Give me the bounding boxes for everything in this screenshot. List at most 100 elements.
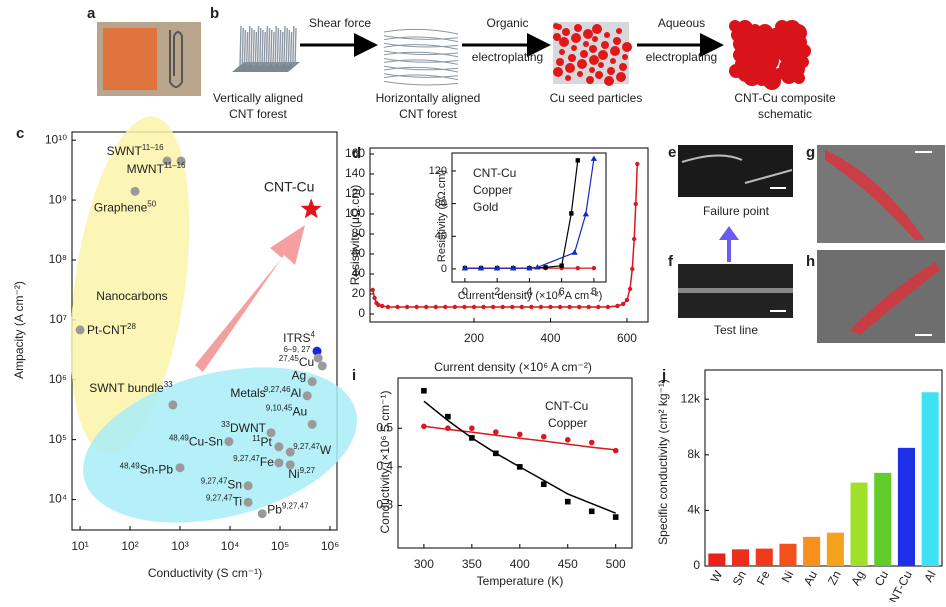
point-label: 9,10,45Au	[266, 403, 307, 419]
seed	[559, 49, 565, 55]
metal-region	[83, 367, 357, 523]
cnt	[248, 25, 251, 66]
panel-label: f	[668, 253, 674, 270]
marker	[538, 304, 544, 310]
micrograph-caption: Failure point	[703, 204, 770, 218]
point-ref: 9,27	[300, 465, 316, 474]
cnt	[285, 27, 288, 67]
x-tick-label: 450	[558, 557, 578, 571]
seed	[601, 41, 609, 49]
point-ref: 11–16	[164, 161, 186, 170]
cnt	[383, 50, 459, 56]
marker	[612, 447, 619, 454]
cnt	[243, 29, 247, 65]
composite	[793, 72, 805, 84]
y-tick-label: 10⁶	[49, 372, 67, 386]
x-tick-label: 10⁵	[271, 539, 289, 553]
cnt	[383, 59, 459, 65]
point-ref: 9,10,45	[266, 403, 293, 412]
cnt	[383, 58, 459, 63]
point-ref: 9,27,47	[293, 442, 320, 451]
seed	[598, 62, 604, 68]
marker	[481, 304, 486, 310]
point-label: 48,49Sn-Pb	[120, 461, 174, 477]
point-name: Pt-CNT	[87, 323, 128, 337]
marker	[461, 264, 469, 271]
y-tick-label: 12k	[681, 391, 701, 405]
plot-frame	[451, 152, 607, 283]
x-tick-label: 10⁶	[321, 539, 339, 553]
cnt	[250, 27, 253, 65]
seed	[604, 76, 614, 86]
photo-a	[97, 22, 201, 96]
marker	[516, 464, 523, 470]
bar	[826, 532, 844, 566]
marker	[576, 304, 582, 310]
x-tick-label: Fe	[754, 568, 773, 587]
x-axis-label: Conductivity (S cm⁻¹)	[148, 566, 262, 580]
seed	[589, 55, 599, 65]
y-tick-label: 100	[345, 206, 365, 220]
seed	[592, 36, 598, 42]
marker	[162, 156, 172, 166]
marker	[469, 425, 475, 432]
region-label: Metals	[230, 386, 265, 400]
composite	[745, 40, 757, 52]
arrow-label: electroplating	[646, 50, 717, 64]
x-tick-label: 400	[540, 331, 560, 345]
y-axis-label: Ampacity (A cm⁻²)	[12, 281, 26, 379]
cnt	[292, 25, 295, 67]
y-tick-label: 10⁵	[49, 432, 67, 446]
point-label: Graphene50	[94, 199, 157, 215]
marker	[414, 304, 419, 310]
cnt	[267, 27, 271, 66]
seed	[598, 50, 608, 60]
marker	[372, 295, 377, 301]
x-tick-label: 200	[464, 331, 484, 345]
bar	[708, 553, 726, 566]
y-tick-label: 120	[429, 165, 447, 177]
marker	[404, 304, 410, 310]
point-label: 11Pt	[252, 433, 272, 449]
point-label: 9,27,47Fe	[233, 453, 274, 469]
seed	[562, 28, 570, 36]
point-ref: 27,45	[279, 354, 300, 363]
seed	[607, 67, 615, 75]
point-name: MWNT	[127, 162, 165, 176]
y-tick-label: 140	[345, 166, 365, 180]
marker	[630, 266, 635, 272]
point-name: Al	[291, 386, 302, 400]
seed	[571, 33, 581, 43]
bar	[897, 447, 915, 566]
point-ref: 9,27,46	[264, 384, 291, 393]
legend-label: Copper	[548, 416, 587, 430]
bar	[874, 472, 892, 566]
point-ref: 9,27,47	[233, 453, 260, 462]
panel-label: h	[806, 253, 815, 270]
point-name: Fe	[260, 455, 274, 469]
y-tick-label: 0	[693, 558, 700, 572]
cnt	[289, 31, 293, 65]
marker	[591, 265, 597, 271]
marker	[176, 156, 186, 166]
step-caption: CNT-Cu composite	[734, 91, 836, 105]
marker	[564, 498, 571, 505]
point-ref: 48,49	[120, 461, 141, 470]
seed	[583, 41, 589, 47]
panel-label: d	[352, 145, 361, 162]
bar	[803, 536, 821, 566]
marker	[582, 211, 590, 217]
composite	[733, 36, 749, 52]
marker	[543, 265, 548, 270]
marker	[564, 437, 571, 443]
cnt	[287, 29, 291, 66]
marker	[370, 287, 375, 293]
marker	[559, 263, 564, 268]
point-name: Au	[292, 405, 307, 419]
marker	[266, 428, 276, 438]
point-label: Ni9,27	[288, 465, 315, 481]
marker	[274, 458, 284, 468]
marker	[421, 423, 427, 430]
marker	[130, 186, 140, 196]
seed	[592, 24, 602, 34]
